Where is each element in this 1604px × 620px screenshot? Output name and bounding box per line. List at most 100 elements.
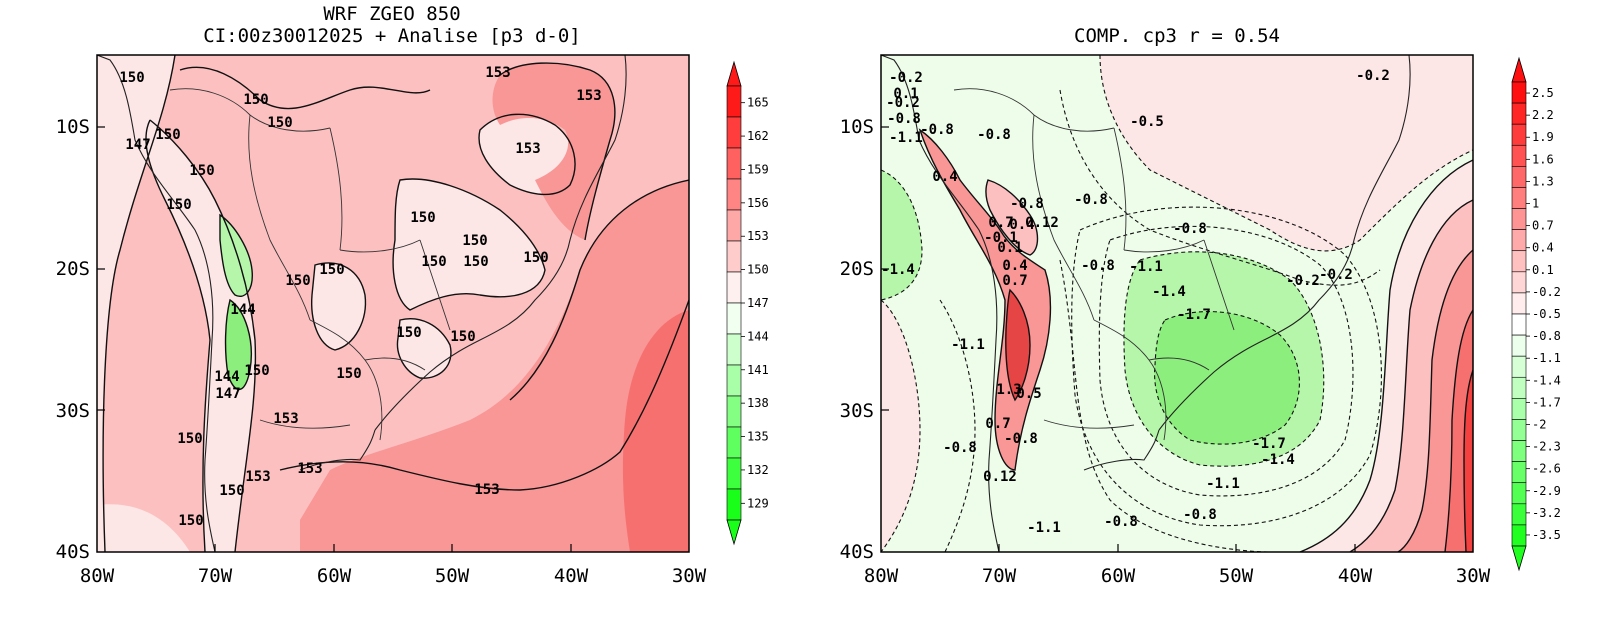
right-map (881, 55, 1473, 552)
left-xlabel-80w: 80W (80, 565, 115, 587)
right-colorbar-label: -0.5 (1532, 307, 1561, 321)
right-colorbar-label: -2.6 (1532, 462, 1561, 476)
left-ocean-lightpink (97, 55, 175, 552)
right-colorbar-label: -2 (1532, 417, 1546, 431)
right-colorbar-label: 1 (1532, 197, 1539, 211)
left-xlabel-30w: 30W (672, 565, 707, 587)
right-xlabel-50w: 50W (1219, 565, 1254, 587)
right-clabel: -0.8 (1173, 221, 1207, 237)
right-clabel: -0.8 (1074, 192, 1108, 208)
left-clabel: 150 (319, 262, 344, 278)
left-clabel: 150 (178, 513, 203, 529)
left-clabel: 147 (125, 137, 150, 153)
right-colorbar-segment (1511, 440, 1527, 462)
left-title-line1: WRF ZGEO 850 (323, 3, 460, 25)
left-clabel: 153 (273, 411, 298, 427)
left-colorbar-label: 141 (747, 363, 769, 377)
left-andes-green2 (225, 300, 252, 390)
right-green-strong (1154, 311, 1300, 445)
right-colorbar-segment (1511, 313, 1527, 336)
left-ticks (97, 126, 572, 552)
right-colorbar-label: -2.9 (1532, 484, 1561, 498)
left-clabel: 150 (462, 233, 487, 249)
left-contour-interior4 (396, 318, 452, 379)
left-clabel: 147 (215, 386, 240, 402)
right-clabel: -1.7 (1252, 436, 1286, 452)
right-coastline (881, 55, 1411, 552)
left-ylabel-20s: 20S (56, 258, 90, 280)
left-colorbar-bottom-arrow (726, 519, 742, 546)
right-contour-g2 (1154, 311, 1300, 445)
left-colorbar-segment (726, 488, 742, 521)
left-clabel: 150 (450, 329, 475, 345)
right-colorbar-top-arrow (1511, 56, 1527, 83)
left-axes: 10S 20S 30S 40S 80W 70W 60W 50W 40W 30W (56, 116, 707, 587)
right-contour-g4 (1071, 206, 1382, 527)
left-xlabel-50w: 50W (435, 565, 470, 587)
right-colorbar-segment (1511, 102, 1527, 125)
left-interior-white1 (393, 179, 545, 310)
left-colorbar-label: 150 (747, 263, 769, 277)
left-colorbar-label: 156 (747, 196, 769, 210)
right-contour-g3 (1098, 225, 1354, 497)
right-colorbar-segment (1511, 376, 1527, 399)
left-contour-green2 (224, 298, 252, 391)
left-clabel: 153 (576, 88, 601, 104)
right-contour-west (881, 299, 921, 552)
left-panel: WRF ZGEO 850 CI:00z30012025 + Analise [p… (96, 3, 769, 553)
right-contour-red4 (1444, 309, 1473, 552)
right-colorbar-label: -0.2 (1532, 285, 1561, 299)
right-contour-andes (918, 128, 1052, 471)
left-contour-andes-b (145, 119, 211, 552)
left-clabel: 150 (177, 431, 202, 447)
right-clabel: 1.3 (996, 382, 1021, 398)
left-atlantic-red (300, 180, 689, 552)
left-clabel: 150 (267, 115, 292, 131)
left-clabel: 150 (119, 70, 144, 86)
right-colorbar-segment (1511, 482, 1527, 505)
right-colorbar-segment (1511, 81, 1527, 104)
left-colorbar-label: 132 (747, 463, 769, 477)
right-contour-n2 (1059, 89, 1381, 286)
left-andes-white (145, 120, 256, 552)
right-contour-andes2 (1005, 288, 1031, 402)
right-clabel: -1.7 (1177, 307, 1211, 323)
right-colorbar-segment (1511, 144, 1527, 167)
right-clabel: -0.2 (889, 70, 923, 86)
right-colorbar-segment (1511, 355, 1527, 378)
right-colorbar-label: 1.3 (1532, 174, 1554, 188)
right-xlabel-60w: 60W (1101, 565, 1136, 587)
left-colorbar-segment (726, 457, 742, 490)
left-contour-150-west (102, 55, 176, 552)
right-clabel: 0.1 (997, 240, 1022, 256)
right-colorbar-segment (1511, 250, 1527, 273)
right-colorbar-label: 0.4 (1532, 241, 1554, 255)
right-colorbar-segment (1511, 524, 1527, 547)
left-title-line2: CI:00z30012025 + Analise [p3 d-0] (203, 25, 581, 47)
left-contour-153-south (279, 299, 689, 491)
left-colorbar-segment (726, 240, 742, 273)
right-xlabel-80w: 80W (864, 565, 899, 587)
right-title: COMP. cp3 r = 0.54 (1074, 25, 1280, 47)
left-clabel: 153 (515, 141, 540, 157)
right-clabel: -1.4 (1261, 452, 1295, 468)
right-colorbar-segment (1511, 419, 1527, 441)
left-colorbar-label: 138 (747, 396, 769, 410)
left-clabel: 150 (463, 254, 488, 270)
left-borders (169, 88, 451, 441)
right-contour-west2 (881, 169, 923, 301)
right-clabel: -1.1 (889, 130, 923, 146)
right-clabel: 0.12 (983, 469, 1017, 485)
left-clabel: 150 (189, 163, 214, 179)
right-clabel: 0.4 (932, 169, 957, 185)
left-clabel: 144 (230, 302, 255, 318)
left-xlabel-60w: 60W (317, 565, 352, 587)
right-colorbar-segment (1511, 292, 1527, 315)
right-colorbar-segment (1511, 187, 1527, 209)
right-clabel: -1.4 (1152, 284, 1186, 300)
left-map (97, 55, 689, 552)
right-clabel: 0.4 (1002, 258, 1027, 274)
right-colorbar-label: -2.3 (1532, 440, 1561, 454)
left-clabel: 144 (214, 369, 239, 385)
right-clabel: 0.7 (985, 416, 1010, 432)
